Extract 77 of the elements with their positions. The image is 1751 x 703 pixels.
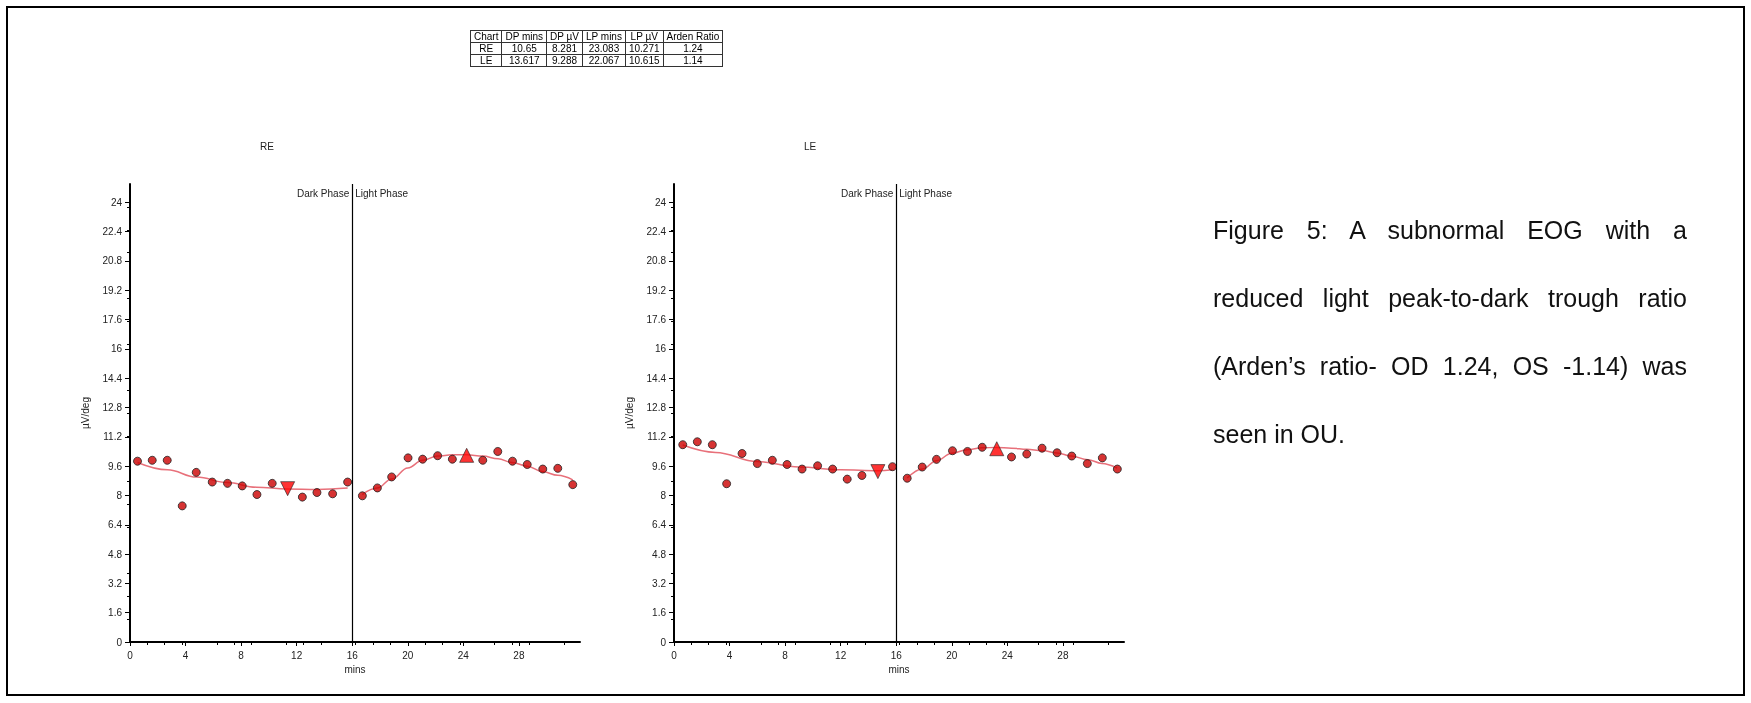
x-tick-label: 24 [1001, 649, 1014, 661]
text: 10.615 [625, 54, 664, 67]
y-tick-label: 16 [110, 343, 123, 355]
text: 9.288 [546, 54, 583, 67]
y-tick-label: 8 [660, 489, 667, 501]
text: 13.617 [501, 54, 547, 67]
x-tick-label: 8 [238, 649, 245, 661]
y-tick-label: 6.4 [652, 519, 667, 531]
y-tick-label: 20.8 [646, 255, 667, 267]
y-axis-title: µV/deg [79, 397, 91, 429]
x-axis-title: mins [888, 664, 910, 676]
x-tick-label: 8 [782, 649, 789, 661]
y-tick-label: 19.2 [102, 284, 123, 296]
y-tick-label: 1.6 [108, 607, 123, 619]
x-tick-label: 16 [890, 649, 903, 661]
x-tick-label: 24 [457, 649, 470, 661]
text: 10.271 [625, 42, 664, 55]
text: 8.281 [546, 42, 583, 55]
text: LE [470, 54, 502, 67]
y-tick-label: 9.6 [652, 460, 667, 472]
y-tick-label: 4.8 [652, 548, 667, 560]
y-tick-label: 6.4 [108, 519, 123, 531]
chart-title: RE [260, 140, 275, 152]
y-tick-label: 14.4 [102, 372, 123, 384]
y-tick-label: 20.8 [102, 255, 123, 267]
x-tick-label: 20 [402, 649, 414, 661]
y-tick-label: 16 [654, 343, 667, 355]
y-tick-label: 8 [116, 489, 123, 501]
annotation: Dark Phase [840, 187, 894, 199]
y-tick-label: 0 [660, 636, 667, 648]
x-tick-label: 12 [835, 649, 847, 661]
y-tick-label: 12.8 [102, 402, 123, 413]
y-tick-label: 12.8 [646, 402, 667, 413]
y-tick-label: 14.4 [646, 372, 667, 384]
y-tick-label: 24 [110, 196, 123, 208]
x-tick-label: 28 [513, 649, 525, 661]
text: 1.14 [663, 54, 723, 67]
chart-title: LE [804, 140, 817, 152]
y-tick-label: 22.4 [646, 226, 667, 238]
y-tick-label: 3.2 [652, 577, 667, 589]
text: RE [470, 42, 502, 55]
text: 22.067 [582, 54, 626, 67]
text: LP µV [625, 30, 664, 43]
y-tick-label: 0 [116, 636, 123, 648]
y-axis-title: µV/deg [623, 397, 635, 429]
text: Chart [470, 30, 502, 43]
text: 1.24 [663, 42, 723, 55]
x-tick-label: 16 [346, 649, 359, 661]
y-tick-label: 11.2 [103, 431, 123, 443]
x-tick-label: 28 [1057, 649, 1069, 661]
text: 10.65 [501, 42, 547, 55]
x-tick-label: 0 [671, 649, 678, 661]
y-tick-label: 1.6 [652, 607, 667, 619]
y-tick-label: 4.8 [108, 548, 123, 560]
x-tick-label: 4 [726, 649, 733, 661]
x-tick-label: 12 [291, 649, 303, 661]
y-tick-label: 17.6 [102, 314, 123, 326]
y-tick-label: 11.2 [647, 431, 667, 443]
text: LP mins [582, 30, 626, 43]
text: Figure 5: A subnormal EOG with a reduced light peak-to-dark trough ratio (Arden’s ratio- OD 1.24, OS -1.14) was seen in OU. [1213, 216, 1687, 448]
annotation: Light Phase [355, 187, 409, 199]
x-tick-label: 4 [182, 649, 189, 661]
x-tick-label: 20 [946, 649, 958, 661]
x-tick-label: 0 [127, 649, 134, 661]
text: DP µV [546, 30, 583, 43]
annotation: Dark Phase [296, 187, 350, 199]
y-tick-label: 24 [654, 196, 667, 208]
y-tick-label: 17.6 [646, 314, 667, 326]
y-tick-label: 9.6 [108, 460, 123, 472]
y-tick-label: 3.2 [108, 577, 123, 589]
y-tick-label: 22.4 [102, 226, 123, 238]
y-tick-label: 19.2 [646, 284, 667, 296]
text: Arden Ratio [663, 30, 723, 43]
text: DP mins [501, 30, 547, 43]
x-axis-title: mins [344, 664, 366, 676]
annotation: Light Phase [899, 187, 953, 199]
text: 23.083 [582, 42, 626, 55]
